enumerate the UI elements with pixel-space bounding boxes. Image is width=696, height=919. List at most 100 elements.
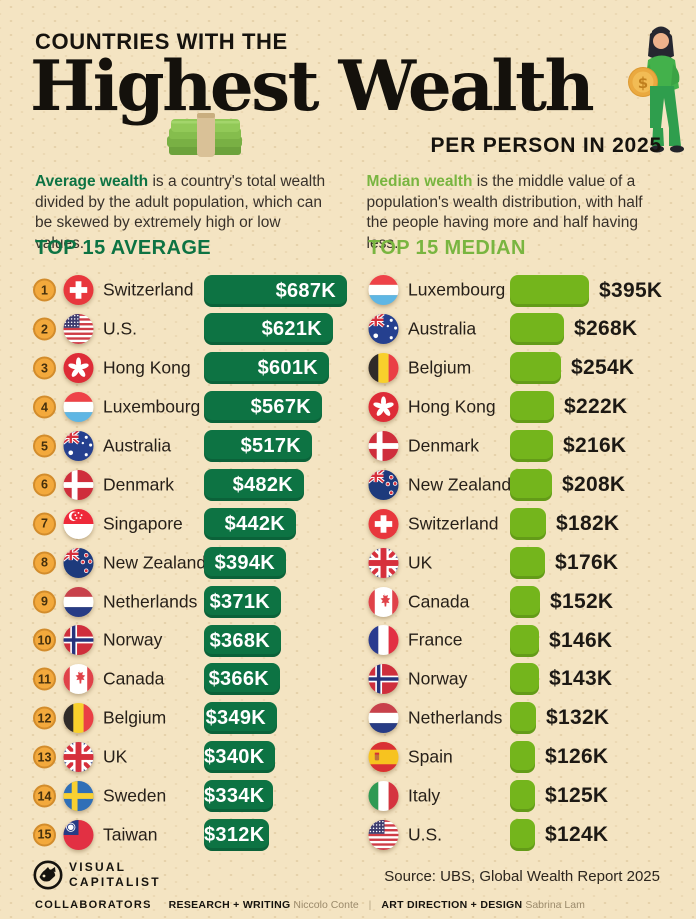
average-definition: Average wealth is a country's total weal… — [35, 172, 334, 254]
value-bar — [510, 818, 535, 851]
country-label: Norway — [408, 668, 468, 689]
value-bar — [510, 780, 535, 813]
country-label: Singapore — [103, 513, 183, 534]
median-term: Median wealth — [366, 173, 473, 190]
value-label: $182K — [556, 511, 620, 535]
rank-badge: 11 — [33, 667, 56, 691]
value-label: $124K — [545, 822, 609, 846]
value-bar: $567K — [204, 391, 322, 424]
value-label: $146K — [549, 628, 613, 652]
flag-icon-new-zealand — [63, 547, 94, 578]
flag-icon-switzerland — [368, 508, 399, 539]
average-row-australia: 5 Australia $517K — [33, 427, 363, 466]
money-stack-icon — [167, 113, 242, 157]
value-bar: $366K — [204, 663, 280, 696]
country-label: Switzerland — [408, 513, 499, 534]
country-label: U.S. — [103, 318, 138, 339]
visual-capitalist-logo-icon — [33, 860, 63, 890]
flag-icon-belgium — [63, 703, 94, 734]
value-bar — [510, 702, 536, 735]
rank-badge: 3 — [33, 356, 56, 380]
credit-separator: | — [368, 899, 372, 911]
collaborators-line: COLLABORATORS RESEARCH + WRITING Niccolo… — [35, 899, 585, 911]
flag-icon-france — [368, 625, 399, 656]
country-label: Sweden — [103, 785, 167, 806]
value-label: $442K — [224, 512, 285, 535]
country-label: Belgium — [408, 357, 472, 378]
value-label: $517K — [240, 435, 301, 458]
flag-icon-australia — [63, 430, 94, 462]
value-bar: $442K — [204, 507, 296, 540]
intro-paragraphs: Average wealth is a country's total weal… — [35, 172, 665, 254]
average-row-switzerland: 1 Switzerland $687K — [33, 271, 363, 310]
value-bar: $621K — [204, 313, 333, 346]
credit1-name: Niccolo Conte — [293, 899, 359, 911]
value-label: $349K — [205, 707, 266, 730]
logo-line1: VISUAL — [69, 860, 127, 874]
section-title-median: TOP 15 MEDIAN — [368, 237, 526, 259]
flag-icon-u-s — [63, 314, 94, 345]
median-row-australia: Australia $268K — [368, 310, 688, 349]
median-row-belgium: Belgium $254K — [368, 349, 688, 388]
flag-icon-uk — [63, 742, 94, 773]
value-bar: $394K — [204, 546, 286, 579]
median-row-hong-kong: Hong Kong $222K — [368, 388, 688, 427]
visual-capitalist-wordmark: VISUAL CAPITALIST — [69, 860, 161, 890]
visual-capitalist-logo: VISUAL CAPITALIST — [33, 860, 161, 890]
country-label: New Zealand — [408, 474, 512, 495]
subtitle-text: PER PERSON IN 2025 — [430, 134, 662, 157]
flag-icon-norway — [368, 664, 399, 695]
rank-badge: 10 — [33, 628, 56, 652]
value-label: $394K — [214, 551, 275, 574]
value-bar — [510, 546, 545, 579]
value-bar: $687K — [204, 274, 347, 307]
average-row-new-zealand: 8 New Zealand $394K — [33, 543, 363, 582]
value-label: $368K — [209, 629, 270, 652]
country-label: Hong Kong — [408, 396, 496, 417]
average-definition-text: is a country's total wealth divided by t… — [35, 173, 326, 252]
median-row-uk: UK $176K — [368, 543, 688, 582]
credit2-role: ART DIRECTION + DESIGN — [381, 899, 523, 911]
country-label: Belgium — [103, 707, 167, 728]
rank-badge: 15 — [33, 823, 56, 847]
average-row-sweden: 14 Sweden $334K — [33, 777, 363, 816]
value-label: $222K — [564, 395, 628, 419]
value-label: $152K — [550, 589, 614, 613]
section-title-average: TOP 15 AVERAGE — [35, 237, 212, 259]
value-bar — [510, 468, 552, 501]
page-title: Highest Wealth — [30, 46, 595, 127]
median-row-new-zealand: New Zealand $208K — [368, 465, 688, 504]
median-row-netherlands: Netherlands $132K — [368, 699, 688, 738]
average-row-denmark: 6 Denmark $482K — [33, 465, 363, 504]
median-row-italy: Italy $125K — [368, 777, 688, 816]
rank-badge: 6 — [33, 473, 56, 497]
value-label: $567K — [250, 396, 311, 419]
value-bar — [510, 741, 535, 774]
value-label: $334K — [204, 785, 265, 808]
value-bar — [510, 391, 554, 424]
country-label: UK — [103, 746, 128, 767]
average-list: 1 Switzerland $687K 2 U.S. $621K 3 Hong Kong $60… — [33, 271, 363, 854]
value-bar: $349K — [204, 702, 277, 735]
median-row-norway: Norway $143K — [368, 660, 688, 699]
flag-icon-singapore — [63, 508, 94, 539]
flag-icon-new-zealand — [368, 469, 399, 500]
country-label: Spain — [408, 746, 453, 767]
median-definition: Median wealth is the middle value of a p… — [367, 172, 666, 254]
flag-icon-switzerland — [63, 275, 94, 306]
value-bar: $482K — [204, 468, 304, 501]
rank-badge: 9 — [33, 590, 56, 614]
rank-badge: 14 — [33, 784, 56, 808]
value-label: $208K — [562, 472, 626, 496]
value-bar: $312K — [204, 818, 269, 851]
collaborators-label: COLLABORATORS — [35, 899, 152, 911]
country-label: Switzerland — [103, 279, 194, 300]
flag-icon-belgium — [368, 353, 399, 384]
svg-text:$: $ — [638, 74, 648, 92]
value-label: $601K — [257, 357, 318, 380]
value-bar: $334K — [204, 780, 273, 813]
value-label: $268K — [574, 317, 638, 341]
flag-icon-denmark — [63, 469, 94, 500]
country-label: Hong Kong — [103, 357, 191, 378]
country-label: U.S. — [408, 824, 443, 845]
